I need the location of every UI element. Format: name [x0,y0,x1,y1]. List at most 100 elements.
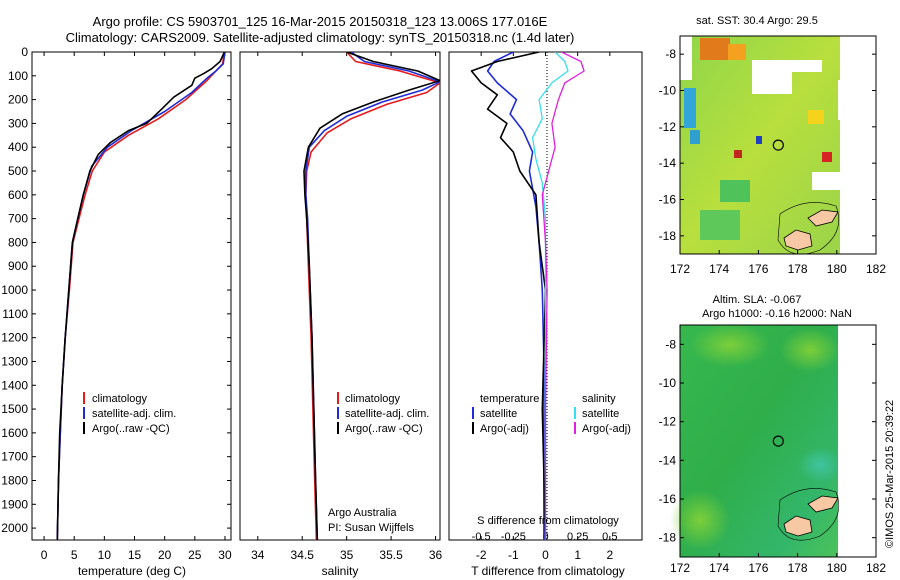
map-x-tick-label: 180 [827,561,847,575]
s-tick-label: 0.5 [602,531,617,543]
s-tick-label: -0.5 [472,531,491,543]
salinity-legend: climatology satellite-adj. clim. Argo(..… [337,392,429,435]
map-x-tick-label: 174 [709,262,729,276]
x-tick-label: 30 [218,548,232,562]
x-tick-label: 15 [128,548,142,562]
s-tick-label: -0.25 [501,531,526,543]
map-y-tick-label: -14 [659,156,677,170]
difference-legend: temperature satellite Argo(-adj) salinit… [472,393,631,435]
timestamp-watermark: ©IMOS 25-Mar-2015 20:39:22 [884,400,896,548]
figure-title-line2: Climatology: CARS2009. Satellite-adjuste… [65,30,575,45]
map-x-tick-label: 180 [827,262,847,276]
sst-warm-patch [728,44,746,60]
x-tick-label: 35.5 [379,548,403,562]
map-y-tick-label: -18 [659,531,677,545]
sst-hot-pixel [734,150,742,158]
fiji-vanua-levu [807,495,839,513]
x-tick-label: 2 [606,548,613,562]
y-tick-label: 600 [8,188,28,202]
map-y-tick-label: -14 [659,453,677,467]
sla-map-axes: 172 174 176 178 180 182 -8 -10 -12 -14 -16 -18 [659,337,887,575]
sst-cool-patch [700,210,740,240]
sla-low-patch [798,447,842,483]
t-difference-xlabel: T difference from climatology [471,564,625,578]
salinity-panel: 34 34.5 35 35.5 36 salinity climatology sate… [239,51,443,578]
sla-high-patch [690,323,770,367]
y-tick-label: 2000 [1,521,28,535]
legend-temp-satellite-label: satellite [480,408,517,420]
temperature-legend: climatology satellite-adj. clim. Argo(..… [83,392,176,435]
y-tick-label: 1600 [1,426,28,440]
temperature-axes-box [31,51,232,541]
temperature-xlabel: temperature (deg C) [78,564,186,578]
sla-no-data [838,325,876,557]
sla-high-patch [670,490,730,550]
credit-institution: Argo Australia [328,507,397,519]
fiji-viti-levu [783,229,813,251]
s-tick-label: 0.25 [567,531,588,543]
sst-field [680,36,848,255]
x-tick-label: 36 [429,548,443,562]
argo-position-marker [772,139,784,151]
credit-pi: PI: Susan Wijffels [328,522,414,534]
legend-satellite-label: satellite-adj. clim. [345,408,429,420]
map-x-tick-label: 182 [866,262,886,276]
map-x-tick-label: 176 [748,262,768,276]
sst-map-panel: sat. SST: 30.4 Argo: 29.5 172 174 176 178 18… [659,15,887,276]
y-tick-label: 1300 [1,354,28,368]
legend-sal-argo-label: Argo(-adj) [582,423,631,435]
salinity-xlabel: salinity [322,564,359,578]
map-x-tick-label: 178 [788,262,808,276]
y-tick-label: 1200 [1,331,28,345]
x-tick-label: 5 [71,548,78,562]
figure-title-line1: Argo profile: CS 5903701_125 16-Mar-2015… [92,14,548,29]
difference-x-axis: -2 -1 0 1 2-0.5 -0.25 0 0.25 0.5 [472,52,617,562]
temperature-x-axis: 0 5 10 15 20 25 30 [41,52,232,562]
difference-lines [470,52,585,540]
series-line-temperature-argo-adj- [470,52,547,540]
sla-high-patch [780,328,840,372]
map-x-tick-label: 176 [748,561,768,575]
salinity-x-axis: 34 34.5 35 35.5 36 [251,52,443,562]
legend-sal-satellite-label: satellite [582,408,619,420]
y-tick-label: 1400 [1,378,28,392]
y-tick-label: 500 [8,164,28,178]
map-y-tick-label: -16 [659,492,677,506]
sst-map-frame [679,35,877,255]
y-tick-label: 1900 [1,497,28,511]
sla-field [670,323,876,557]
series-line-argo-raw-qc- [56,52,226,540]
x-tick-label: 20 [158,548,172,562]
x-tick-label: 34 [251,548,265,562]
y-tick-label: 1000 [1,283,28,297]
map-y-tick-label: -12 [659,415,677,429]
x-tick-label: -1 [508,548,519,562]
salinity-lines [303,52,440,540]
map-x-tick-label: 182 [866,561,886,575]
sla-map-title-line2: Argo h1000: -0.16 h2000: NaN [702,308,852,320]
map-y-tick-label: -10 [659,376,677,390]
y-tick-label: 300 [8,116,28,130]
legend-climatology-label: climatology [345,393,401,405]
sla-map-panel: Altim. SLA: -0.067 Argo h1000: -0.16 h20… [659,294,887,575]
sst-gap [838,80,848,120]
sst-map-axes: 172 174 176 178 180 182 -8 -10 -12 -14 -16 -18 [659,47,887,276]
sst-hot-pixel [822,152,832,162]
sst-gap [780,60,822,72]
map-y-tick-label: -10 [659,84,677,98]
map-x-tick-label: 172 [670,262,690,276]
legend-temperature-title: temperature [480,393,539,405]
temperature-lines [56,52,226,540]
y-tick-label: 400 [8,140,28,154]
y-tick-label: 1800 [1,473,28,487]
argo-position-marker [772,435,784,447]
map-x-tick-label: 178 [788,561,808,575]
map-y-tick-label: -16 [659,193,677,207]
y-tick-label: 1100 [2,307,28,321]
series-line-temperature-satellite [486,52,545,540]
series-line-salinity-argo-adj- [541,52,585,540]
fiji-vanua-levu [807,209,839,227]
salinity-axes-box [239,51,441,541]
temperature-panel: 0100200300400500600700800900100011001200… [1,45,642,578]
reef-contour [777,202,840,255]
